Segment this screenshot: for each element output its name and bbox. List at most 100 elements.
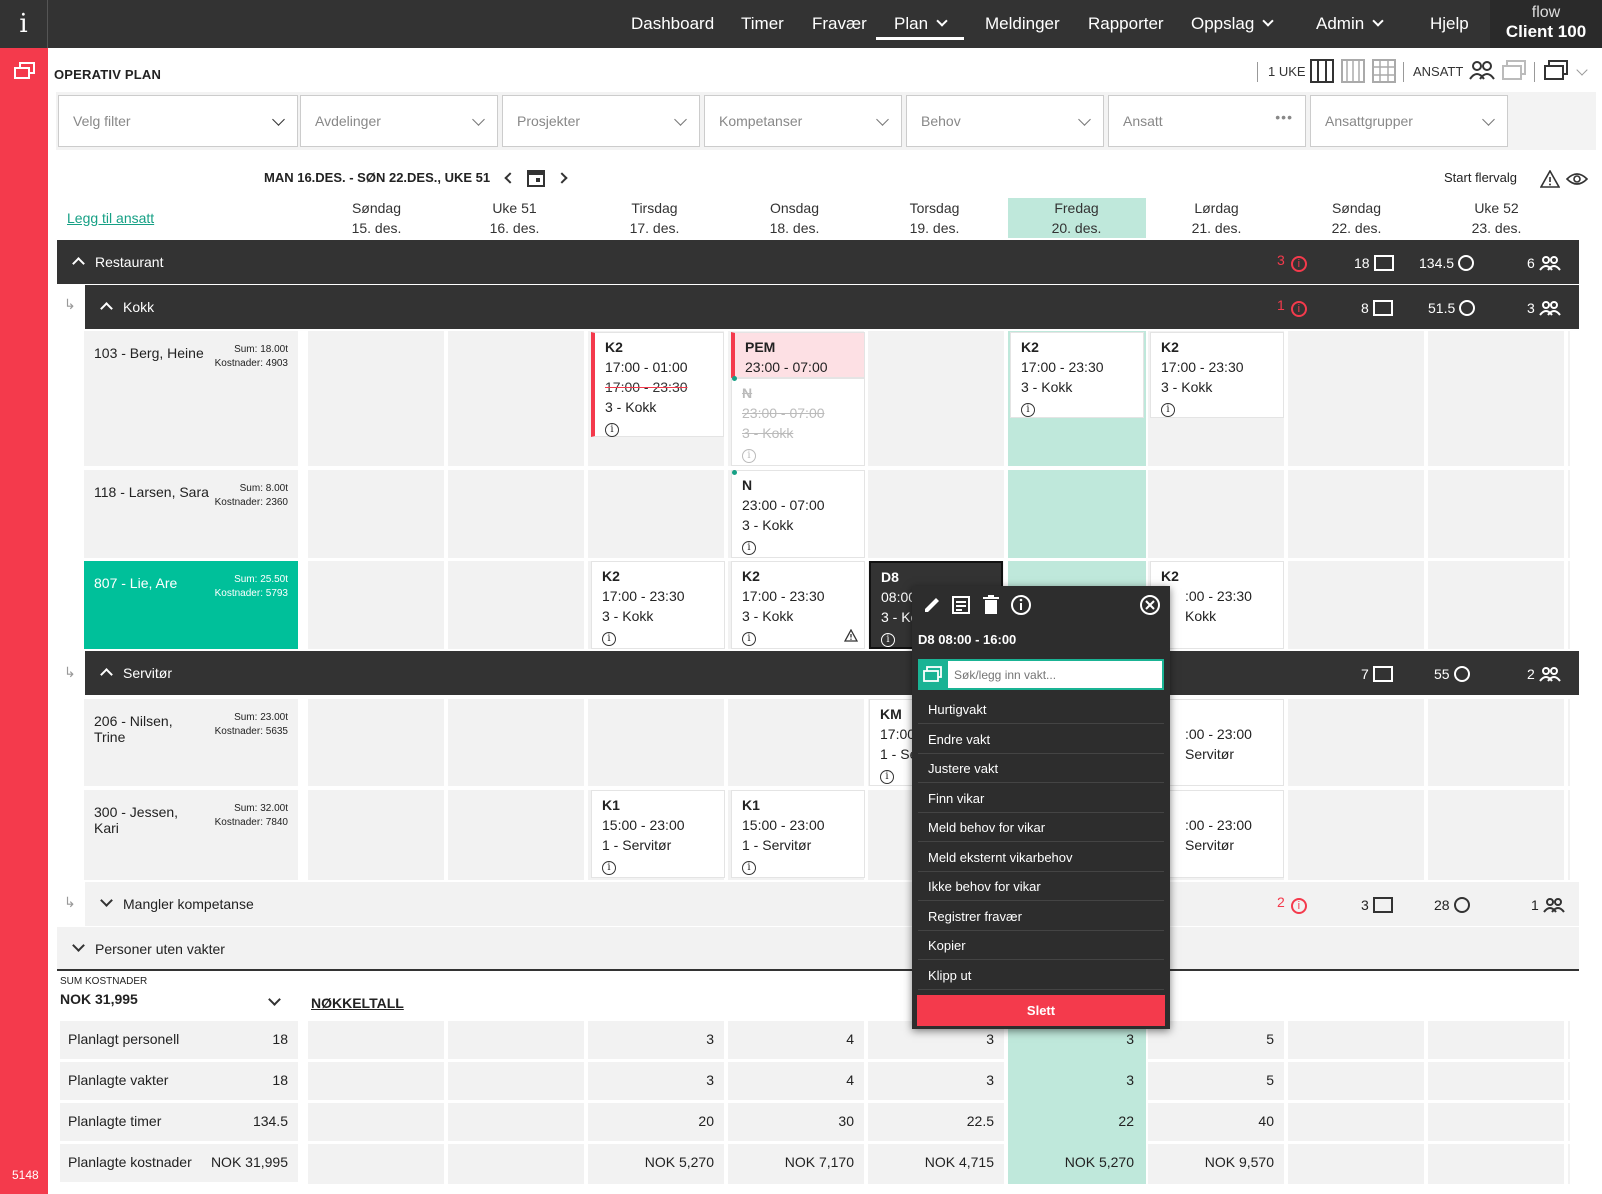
nav-fravaer[interactable]: Fravær bbox=[812, 14, 867, 33]
shift-card[interactable]: K2 17:00 - 23:30 3 - Kokk i bbox=[1010, 332, 1144, 418]
employee-row-label[interactable]: 206 - Nilsen, Trine Sum: 23.00t Kostnader:… bbox=[84, 699, 298, 786]
trash-icon[interactable] bbox=[980, 594, 1002, 616]
menu-item-quick-shift[interactable]: Hurtigvakt bbox=[918, 695, 1164, 724]
info-icon[interactable]: i bbox=[742, 861, 756, 875]
info-icon[interactable]: i bbox=[742, 449, 756, 463]
menu-item-register-absence[interactable]: Registrer fravær bbox=[918, 902, 1164, 931]
windows-icon[interactable] bbox=[1543, 59, 1569, 81]
info-icon[interactable] bbox=[1010, 594, 1032, 616]
filter-select[interactable]: Velg filter bbox=[58, 95, 298, 147]
filter-employee[interactable]: Ansatt ••• bbox=[1108, 95, 1306, 147]
today-cell[interactable] bbox=[1008, 470, 1146, 558]
chevron-down-icon[interactable] bbox=[1576, 64, 1588, 76]
info-icon[interactable]: i bbox=[602, 861, 616, 875]
employee-row-label[interactable]: 103 - Berg, Heine Sum: 18.00t Kostnader: 4… bbox=[84, 331, 298, 466]
chevron-left-icon[interactable] bbox=[504, 172, 516, 184]
menu-item-adjust-shift[interactable]: Justere vakt bbox=[918, 754, 1164, 783]
filter-projects[interactable]: Prosjekter bbox=[502, 95, 700, 147]
menu-item-no-substitute-need[interactable]: Ikke behov for vikar bbox=[918, 872, 1164, 901]
nav-admin[interactable]: Admin bbox=[1316, 12, 1384, 40]
nav-oppslag[interactable]: Oppslag bbox=[1191, 12, 1274, 40]
kpi-link[interactable]: NØKKELTALL bbox=[311, 995, 404, 1011]
chevron-up-icon[interactable] bbox=[72, 257, 85, 270]
multi-week-view-icon[interactable] bbox=[1340, 58, 1366, 84]
chevron-up-icon[interactable] bbox=[100, 668, 113, 681]
info-icon[interactable]: i bbox=[881, 633, 895, 647]
group-row-servitor[interactable]: Servitør 7 55 2 bbox=[85, 651, 1579, 695]
start-multiselect[interactable]: Start flervalg bbox=[1444, 170, 1517, 185]
shift-search-button[interactable] bbox=[918, 659, 948, 690]
month-view-icon[interactable] bbox=[1371, 58, 1397, 84]
eye-icon[interactable] bbox=[1566, 171, 1588, 187]
nav-meldinger[interactable]: Meldinger bbox=[985, 14, 1060, 33]
filter-needs[interactable]: Behov bbox=[906, 95, 1104, 147]
edit-icon[interactable] bbox=[921, 594, 943, 616]
employee-row-label[interactable]: 118 - Larsen, Sara Sum: 8.00t Kostnader: 2… bbox=[84, 470, 298, 558]
chevron-down-icon[interactable] bbox=[100, 894, 113, 907]
filter-employee-groups[interactable]: Ansattgrupper bbox=[1310, 95, 1508, 147]
chevron-down-icon[interactable] bbox=[268, 993, 281, 1006]
info-icon[interactable]: i bbox=[1161, 403, 1175, 417]
menu-item-copy[interactable]: Kopier bbox=[918, 931, 1164, 960]
shifts-icon[interactable] bbox=[1501, 59, 1527, 81]
warning-icon[interactable] bbox=[844, 629, 858, 642]
info-icon[interactable]: i bbox=[880, 770, 894, 784]
info-icon[interactable]: i bbox=[1021, 403, 1035, 417]
shift-card[interactable]: K2 17:00 - 23:30 3 - Kokk i bbox=[1150, 332, 1284, 418]
shift-card[interactable]: N 23:00 - 07:00 3 - Kokk i bbox=[731, 470, 865, 558]
client-box[interactable]: flow Client 100 bbox=[1490, 0, 1602, 48]
close-icon[interactable] bbox=[1139, 594, 1161, 616]
info-button[interactable]: i bbox=[0, 0, 48, 48]
menu-item-find-substitute[interactable]: Finn vikar bbox=[918, 784, 1164, 813]
document-icon[interactable] bbox=[950, 594, 972, 616]
info-icon[interactable]: i bbox=[742, 632, 756, 646]
divider bbox=[308, 1141, 1570, 1144]
chevron-up-icon[interactable] bbox=[100, 302, 113, 315]
filter-competences[interactable]: Kompetanser bbox=[704, 95, 902, 147]
menu-item-report-external-need[interactable]: Meld eksternt vikarbehov bbox=[918, 843, 1164, 872]
calendar-icon[interactable] bbox=[526, 168, 546, 188]
employee-row-label-selected[interactable]: 807 - Lie, Are Sum: 25.50t Kostnader: 5793 bbox=[84, 561, 298, 649]
nav-rapporter[interactable]: Rapporter bbox=[1088, 14, 1164, 33]
windows-icon[interactable] bbox=[14, 62, 36, 80]
people-icon[interactable] bbox=[1469, 59, 1495, 81]
week-view-icon[interactable] bbox=[1309, 58, 1335, 84]
group-row-no-shifts[interactable]: Personer uten vakter bbox=[57, 927, 1579, 971]
shift-card[interactable]: K2:00 - 23:30 Kokk bbox=[1150, 561, 1284, 649]
shift-card[interactable]: K2 17:00 - 01:00 17:00 - 23:30 3 - Kokk i bbox=[591, 332, 724, 437]
shift-card-absence[interactable]: PEM 23:00 - 07:00 bbox=[731, 332, 865, 378]
delete-button[interactable]: Slett bbox=[917, 995, 1165, 1026]
shift-search-input[interactable] bbox=[950, 661, 1162, 688]
employee-sum: Sum: 18.00t bbox=[234, 344, 288, 355]
menu-item-cut[interactable]: Klipp ut bbox=[918, 961, 1164, 990]
shift-card[interactable]: K1 15:00 - 23:00 1 - Servitør i bbox=[591, 790, 725, 878]
menu-item-edit-shift[interactable]: Endre vakt bbox=[918, 725, 1164, 754]
shift-card[interactable]: :00 - 23:00 Servitør bbox=[1150, 790, 1284, 878]
add-employee-link[interactable]: Legg til ansatt bbox=[67, 210, 155, 226]
nav-dashboard[interactable]: Dashboard bbox=[631, 14, 715, 33]
nav-timer[interactable]: Timer bbox=[741, 14, 784, 33]
filter-departments[interactable]: Avdelinger bbox=[300, 95, 498, 147]
nav-plan[interactable]: Plan bbox=[876, 12, 965, 40]
info-icon[interactable]: i bbox=[605, 423, 619, 437]
shift-card-replaced[interactable]: N 23:00 - 07:00 3 - Kokk i bbox=[731, 378, 865, 466]
employee-row-label[interactable]: 300 - Jessen, Kari Sum: 32.00t Kostnader: … bbox=[84, 790, 298, 880]
info-icon[interactable]: i bbox=[602, 632, 616, 646]
day-cells[interactable] bbox=[308, 331, 1570, 466]
shift-card[interactable]: :00 - 23:00 Servitør bbox=[1150, 699, 1284, 786]
menu-item-report-substitute-need[interactable]: Meld behov for vikar bbox=[918, 813, 1164, 842]
info-icon[interactable]: i bbox=[742, 541, 756, 555]
chevron-down-icon[interactable] bbox=[72, 939, 85, 952]
nav-hjelp[interactable]: Hjelp bbox=[1430, 14, 1469, 33]
warning-icon[interactable] bbox=[1540, 170, 1560, 188]
hours-count-value: 51.5 bbox=[1428, 300, 1456, 316]
shift-card[interactable]: K2 17:00 - 23:30 3 - Kokk i bbox=[591, 561, 725, 649]
day-cells[interactable] bbox=[308, 470, 1570, 558]
chevron-right-icon[interactable] bbox=[556, 172, 568, 184]
shift-card[interactable]: K1 15:00 - 23:00 1 - Servitør i bbox=[731, 790, 865, 878]
shift-role: 3 - Kokk bbox=[742, 608, 794, 624]
shift-card[interactable]: K2 17:00 - 23:30 3 - Kokk i bbox=[731, 561, 865, 649]
